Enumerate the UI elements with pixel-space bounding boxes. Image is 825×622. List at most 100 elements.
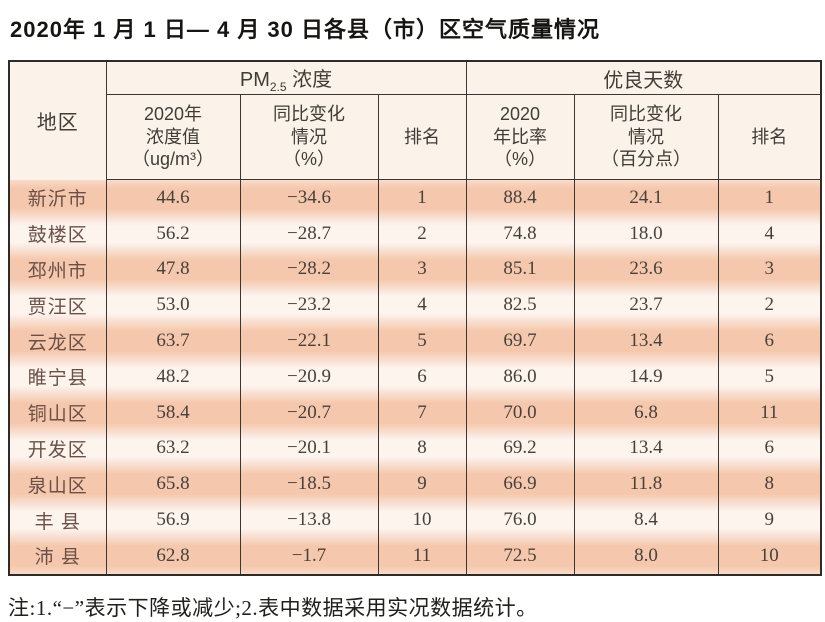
region-cell: 睢宁县 (8, 358, 107, 395)
pm-change-cell: −20.7 (239, 394, 379, 431)
pm-change-cell: −13.8 (239, 502, 379, 538)
header-line: 情况 (291, 126, 327, 147)
pm-value-cell: 63.2 (105, 430, 241, 467)
column-header-pm-change: 同比变化 情况 （%） (239, 94, 379, 180)
header-line: 同比变化 (610, 104, 683, 125)
table-row: 沛 县 62.8 −1.7 11 72.5 8.0 10 (8, 537, 822, 575)
column-header-pm-value: 2020年 浓度值 （ug/m³） (105, 94, 241, 180)
air-quality-table: 地区 PM2.5 浓度 优良天数 2020年 浓度值 （ug/m³） 同比变化 … (8, 60, 823, 576)
days-ratio-cell: 66.9 (465, 466, 575, 503)
table-row: 睢宁县 48.2 −20.9 6 86.0 14.9 5 (8, 358, 822, 395)
pm-value-cell: 62.8 (105, 537, 241, 575)
pm-change-cell: −20.1 (239, 430, 379, 467)
days-rank-cell: 2 (717, 287, 822, 324)
table-row: 开发区 63.2 −20.1 8 69.2 13.4 6 (8, 430, 822, 467)
region-cell: 新沂市 (8, 179, 107, 216)
days-ratio-cell: 69.2 (465, 430, 575, 467)
column-header-days-ratio: 2020 年比率 （%） (465, 94, 575, 180)
pm-value-cell: 56.2 (105, 215, 241, 252)
table-row: 丰 县 56.9 −13.8 10 76.0 8.4 9 (8, 502, 822, 538)
table-row: 泉山区 65.8 −18.5 9 66.9 11.8 8 (8, 466, 822, 503)
region-cell: 云龙区 (8, 323, 107, 359)
table-row: 新沂市 44.6 −34.6 1 88.4 24.1 1 (8, 179, 822, 216)
pm-change-cell: −23.2 (239, 287, 379, 324)
days-rank-cell: 6 (717, 430, 822, 467)
header-line: 浓度值 (146, 126, 200, 147)
days-change-cell: 13.4 (573, 323, 719, 359)
days-change-cell: 13.4 (573, 430, 719, 467)
table-row: 鼓楼区 56.2 −28.7 2 74.8 18.0 4 (8, 215, 822, 252)
days-change-cell: 23.6 (573, 251, 719, 288)
pm-rank-cell: 8 (377, 430, 467, 467)
pm-rank-cell: 4 (377, 287, 467, 324)
column-header-region: 地区 (8, 61, 107, 180)
region-cell: 铜山区 (8, 394, 107, 431)
header-line: （百分点） (601, 149, 692, 170)
pm-rank-cell: 11 (377, 537, 467, 575)
pm-value-cell: 65.8 (105, 466, 241, 503)
region-cell: 丰 县 (8, 502, 107, 538)
pm-change-cell: −28.7 (239, 215, 379, 252)
header-line: （%） (494, 149, 547, 170)
region-cell: 邳州市 (8, 251, 107, 288)
days-ratio-cell: 70.0 (465, 394, 575, 431)
days-rank-cell: 11 (717, 394, 822, 431)
days-ratio-cell: 69.7 (465, 323, 575, 359)
pm-rank-cell: 6 (377, 358, 467, 395)
days-change-cell: 23.7 (573, 287, 719, 324)
table-header: 地区 PM2.5 浓度 优良天数 2020年 浓度值 （ug/m³） 同比变化 … (8, 61, 822, 180)
column-header-pm-rank: 排名 (377, 94, 467, 180)
days-change-cell: 11.8 (573, 466, 719, 503)
header-line: 情况 (628, 126, 665, 147)
pm-change-cell: −1.7 (239, 537, 379, 575)
pm-rank-cell: 3 (377, 251, 467, 288)
region-cell: 泉山区 (8, 466, 107, 503)
days-ratio-cell: 76.0 (465, 502, 575, 538)
pm-value-cell: 47.8 (105, 251, 241, 288)
pm-rank-cell: 5 (377, 323, 467, 359)
days-rank-cell: 3 (717, 251, 822, 288)
column-header-days-change: 同比变化 情况 （百分点） (573, 94, 719, 180)
pm-value-cell: 58.4 (105, 394, 241, 431)
pm-value-cell: 63.7 (105, 323, 241, 359)
days-ratio-cell: 74.8 (465, 215, 575, 252)
region-cell: 开发区 (8, 430, 107, 467)
header-line: 年比率 (493, 126, 548, 147)
header-line: （%） (282, 149, 335, 170)
days-rank-cell: 4 (717, 215, 822, 252)
days-rank-cell: 5 (717, 358, 822, 395)
pm-rank-cell: 9 (377, 466, 467, 503)
header-line: 排名 (751, 126, 788, 147)
pm-value-cell: 48.2 (105, 358, 241, 395)
pm25-subscript: 2.5 (269, 79, 287, 94)
region-cell: 沛 县 (8, 537, 107, 575)
column-group-good-days: 优良天数 (465, 61, 822, 95)
table-row: 铜山区 58.4 −20.7 7 70.0 6.8 11 (8, 394, 822, 431)
days-change-cell: 14.9 (573, 358, 719, 395)
pm25-label-suffix: 浓度 (286, 68, 333, 91)
header-line: 排名 (404, 126, 440, 147)
pm-change-cell: −34.6 (239, 179, 379, 216)
pm-value-cell: 56.9 (105, 502, 241, 538)
header-line: （ug/m³） (131, 149, 214, 170)
days-change-cell: 18.0 (573, 215, 719, 252)
column-group-pm25: PM2.5 浓度 (105, 61, 467, 95)
pm-value-cell: 53.0 (105, 287, 241, 324)
pm25-label-prefix: PM (239, 68, 270, 91)
pm-value-cell: 44.6 (105, 179, 241, 216)
pm-change-cell: −28.2 (239, 251, 379, 288)
days-change-cell: 8.4 (573, 502, 719, 538)
days-change-cell: 24.1 (573, 179, 719, 216)
days-rank-cell: 9 (717, 502, 822, 538)
days-rank-cell: 6 (717, 323, 822, 359)
days-change-cell: 8.0 (573, 537, 719, 575)
page-title: 2020年 1 月 1 日— 4 月 30 日各县（市）区空气质量情况 (10, 17, 601, 42)
pm-rank-cell: 2 (377, 215, 467, 252)
days-ratio-cell: 88.4 (465, 179, 575, 216)
pm-change-cell: −20.9 (239, 358, 379, 395)
days-rank-cell: 1 (717, 179, 822, 216)
header-line: 2020 (499, 104, 541, 125)
header-line: 2020年 (143, 104, 203, 125)
header-line: 同比变化 (273, 104, 345, 125)
